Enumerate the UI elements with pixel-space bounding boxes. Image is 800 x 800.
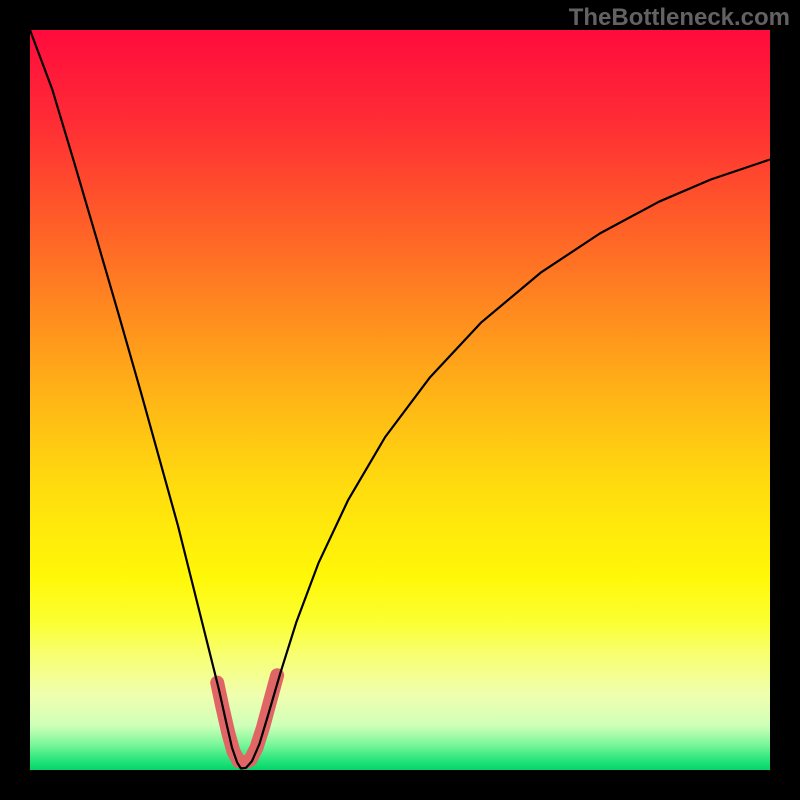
bottleneck-chart: [0, 0, 800, 800]
plot-gradient-area: [30, 30, 770, 770]
watermark-label: TheBottleneck.com: [569, 4, 790, 32]
